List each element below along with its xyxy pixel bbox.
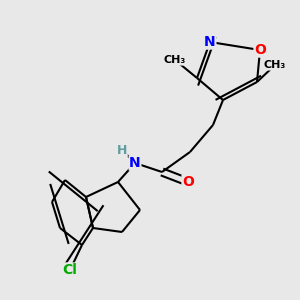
Text: Cl: Cl [63,263,77,277]
Text: O: O [254,43,266,57]
Text: H: H [117,143,127,157]
Text: N: N [129,156,141,170]
Text: CH₃: CH₃ [264,60,286,70]
Text: N: N [204,35,216,49]
Text: O: O [182,175,194,189]
Text: CH₃: CH₃ [164,55,186,65]
